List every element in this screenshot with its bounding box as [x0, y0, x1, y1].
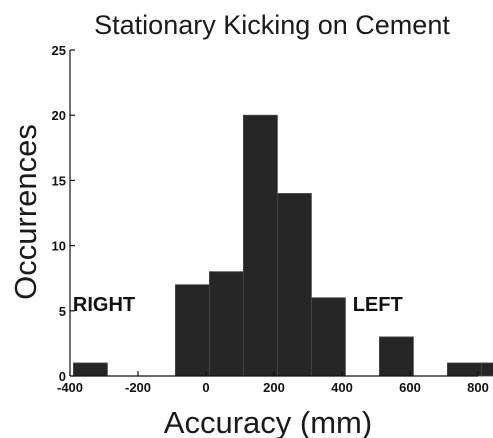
bar-6: [378, 336, 414, 377]
y-tick-label: 25: [52, 43, 66, 58]
bars-group: [73, 114, 493, 377]
bar-4: [276, 193, 312, 377]
bar-1: [174, 284, 210, 377]
x-tick-label: 400: [331, 380, 353, 395]
annotations-group: RIGHT LEFT: [73, 294, 403, 316]
bar-5: [310, 297, 346, 377]
annotation-left: LEFT: [353, 294, 403, 316]
y-axis-label: Occurrences: [8, 124, 43, 300]
x-axis-label: Accuracy (mm): [164, 405, 372, 438]
x-tick-label: 200: [263, 380, 285, 395]
x-tick-label: -200: [125, 380, 151, 395]
bar-2: [208, 271, 244, 377]
y-tick-label: 20: [52, 108, 66, 123]
y-tick-label: 15: [52, 173, 66, 188]
chart-title: Stationary Kicking on Cement: [94, 10, 450, 40]
x-tick-label: 800: [467, 380, 489, 395]
y-tick-label: 0: [59, 369, 66, 384]
x-tick-label: 600: [399, 380, 421, 395]
bar-3: [242, 114, 278, 377]
x-tick-label: -400: [57, 380, 83, 395]
y-tick-label: 5: [59, 304, 66, 319]
bar-7: [446, 362, 482, 377]
y-tick-label: 10: [52, 239, 66, 254]
bar-8: [480, 362, 493, 377]
annotation-right: RIGHT: [73, 294, 135, 316]
x-tick-label: 0: [202, 380, 209, 395]
axes-group: 0 5 10 15 20 25 -400 -200 0 200 400 600 800: [52, 43, 489, 395]
bar-0: [73, 362, 108, 377]
